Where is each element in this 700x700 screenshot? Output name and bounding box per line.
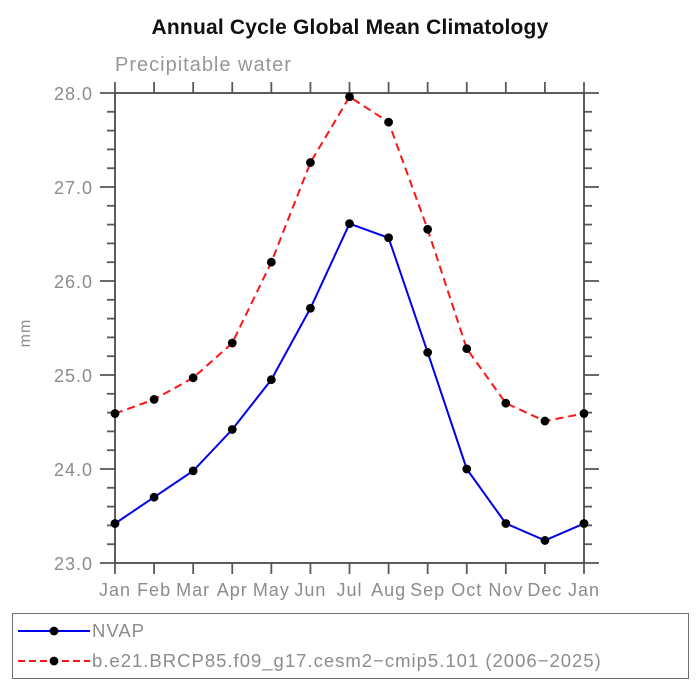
y-axis-unit-label: mm (17, 319, 34, 348)
data-point-marker (540, 536, 550, 545)
legend-item-nvap: NVAP (16, 618, 688, 644)
legend-line-sample-solid (18, 626, 90, 636)
data-point-marker (188, 373, 198, 383)
x-tick-label: Apr (217, 580, 248, 600)
y-tick-label: 28.0 (54, 84, 93, 104)
data-point-marker (266, 375, 276, 385)
y-tick-label: 23.0 (54, 554, 93, 574)
plot-area: Jan Feb Mar Apr May Jun Jul Aug Sep Oct Nov Dec Jan 2… (54, 82, 600, 600)
data-point-marker (227, 338, 237, 348)
x-tick-label: Aug (371, 580, 406, 600)
data-point-marker (462, 344, 472, 354)
data-point-marker (188, 466, 198, 476)
data-point-marker (501, 519, 511, 528)
data-point-marker (110, 519, 120, 528)
legend-label-model: b.e21.BRCP85.f09_g17.cesm2−cmip5.101 (20… (92, 650, 602, 671)
series-line-solid (114, 222, 585, 542)
data-point-marker (579, 409, 589, 418)
x-tick-label: Jul (336, 580, 362, 600)
data-point-marker (423, 348, 433, 357)
plot-canvas: Precipitable water mm Jan Feb Mar Apr May Jun… (17, 54, 600, 600)
y-tick-label: 27.0 (54, 178, 93, 198)
x-tick-label: Feb (137, 580, 171, 600)
data-point-marker (540, 416, 550, 426)
chart-subtitle: Precipitable water (115, 54, 292, 76)
x-tick-label: Nov (488, 580, 523, 600)
data-point-marker (423, 224, 433, 234)
data-point-marker (384, 233, 393, 243)
x-tick-label: Dec (527, 580, 562, 600)
y-tick-label: 25.0 (54, 366, 93, 386)
x-tick-label: Mar (176, 580, 210, 600)
x-tick-label: Jan (99, 580, 131, 600)
x-tick-label: Sep (410, 580, 445, 600)
legend-box: NVAP b.e21.BRCP85.f09_g17.cesm2−cmip5.10… (12, 613, 689, 679)
plot-frame (114, 92, 585, 564)
series-line-dashed (114, 95, 585, 423)
data-point-marker (266, 257, 276, 267)
x-tick-label: Oct (451, 580, 482, 600)
data-point-marker (462, 464, 472, 474)
data-point-marker (345, 92, 354, 102)
y-tick-label: 26.0 (54, 272, 93, 292)
x-tick-label: May (253, 580, 290, 600)
y-tick-label: 24.0 (54, 460, 93, 480)
x-tick-label: Jan (568, 580, 600, 600)
data-point-marker (384, 117, 393, 127)
chart-title: Annual Cycle Global Mean Climatology (151, 16, 549, 39)
data-point-marker (501, 398, 511, 408)
data-point-marker (306, 158, 315, 167)
legend-label-nvap: NVAP (92, 620, 146, 641)
data-point-marker (345, 219, 354, 229)
legend-marker-dot (49, 656, 59, 666)
legend-item-model: b.e21.BRCP85.f09_g17.cesm2−cmip5.101 (20… (16, 648, 688, 674)
data-point-marker (579, 519, 589, 528)
data-point-marker (110, 409, 120, 418)
data-point-marker (306, 303, 315, 313)
data-point-marker (149, 492, 159, 502)
data-point-marker (227, 425, 237, 434)
legend-line-sample-dashed (18, 656, 90, 666)
data-point-marker (149, 395, 159, 404)
x-tick-label: Jun (294, 580, 326, 600)
legend-marker-dot (49, 626, 59, 636)
